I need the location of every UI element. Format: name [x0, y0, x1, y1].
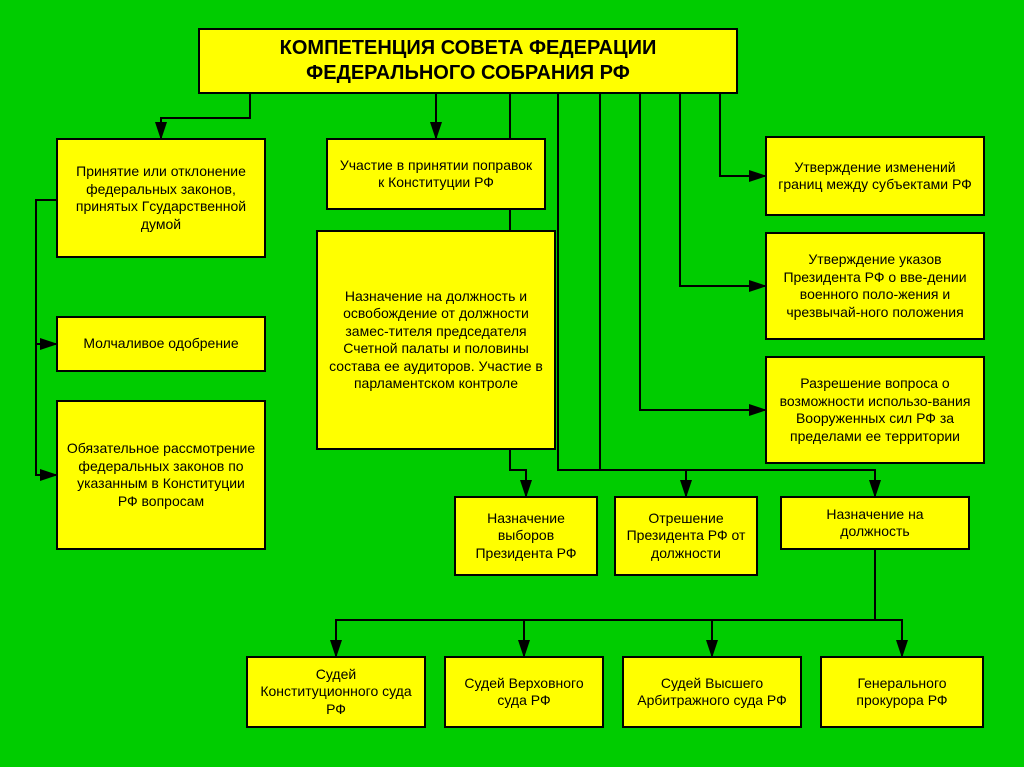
node-label: Участие в принятии поправок к Конституци…	[336, 157, 536, 192]
node-supreme_court: Судей Верховного суда РФ	[444, 656, 604, 728]
edge	[680, 94, 765, 286]
node-label: Утверждение указов Президента РФ о вве-д…	[775, 251, 975, 321]
edge	[558, 94, 686, 496]
node-root: КОМПЕТЕНЦИЯ СОВЕТА ФЕДЕРАЦИИ ФЕДЕРАЛЬНОГ…	[198, 28, 738, 94]
edge	[36, 200, 56, 344]
edge	[720, 94, 765, 176]
edge	[875, 550, 902, 656]
node-armed_forces: Разрешение вопроса о возможности использ…	[765, 356, 985, 464]
node-label: Принятие или отклонение федеральных зако…	[66, 163, 256, 233]
node-label: Судей Высшего Арбитражного суда РФ	[632, 675, 792, 710]
edge	[36, 200, 56, 475]
node-label: Молчаливое одобрение	[83, 335, 238, 353]
edge	[336, 550, 875, 656]
node-label: Разрешение вопроса о возможности использ…	[775, 375, 975, 445]
node-label: Назначение на должность и освобождение о…	[326, 288, 546, 393]
node-accounts_chamber: Назначение на должность и освобождение о…	[316, 230, 556, 450]
node-borders: Утверждение изменений границ между субъе…	[765, 136, 985, 216]
node-mandatory: Обязательное рассмотрение федеральных за…	[56, 400, 266, 550]
node-prosecutor: Генерального прокурора РФ	[820, 656, 984, 728]
node-removal: Отрешение Президента РФ от должности	[614, 496, 758, 576]
node-label: Обязательное рассмотрение федеральных за…	[66, 440, 256, 510]
node-label: Утверждение изменений границ между субъе…	[775, 159, 975, 194]
node-accept_reject: Принятие или отклонение федеральных зако…	[56, 138, 266, 258]
node-label: КОМПЕТЕНЦИЯ СОВЕТА ФЕДЕРАЦИИ ФЕДЕРАЛЬНОГ…	[208, 36, 728, 86]
node-label: Назначение на должность	[790, 506, 960, 541]
node-const_court: Судей Конституционного суда РФ	[246, 656, 426, 728]
edge	[161, 94, 250, 138]
node-decrees: Утверждение указов Президента РФ о вве-д…	[765, 232, 985, 340]
node-elections: Назначение выборов Президента РФ	[454, 496, 598, 576]
node-tacit: Молчаливое одобрение	[56, 316, 266, 372]
node-label: Генерального прокурора РФ	[830, 675, 974, 710]
node-label: Назначение выборов Президента РФ	[464, 510, 588, 563]
node-amendments: Участие в принятии поправок к Конституци…	[326, 138, 546, 210]
edge	[640, 94, 765, 410]
node-label: Судей Верховного суда РФ	[454, 675, 594, 710]
node-arbitration_court: Судей Высшего Арбитражного суда РФ	[622, 656, 802, 728]
node-appoint: Назначение на должность	[780, 496, 970, 550]
diagram-stage: КОМПЕТЕНЦИЯ СОВЕТА ФЕДЕРАЦИИ ФЕДЕРАЛЬНОГ…	[0, 0, 1024, 767]
node-label: Судей Конституционного суда РФ	[256, 666, 416, 719]
node-label: Отрешение Президента РФ от должности	[624, 510, 748, 563]
